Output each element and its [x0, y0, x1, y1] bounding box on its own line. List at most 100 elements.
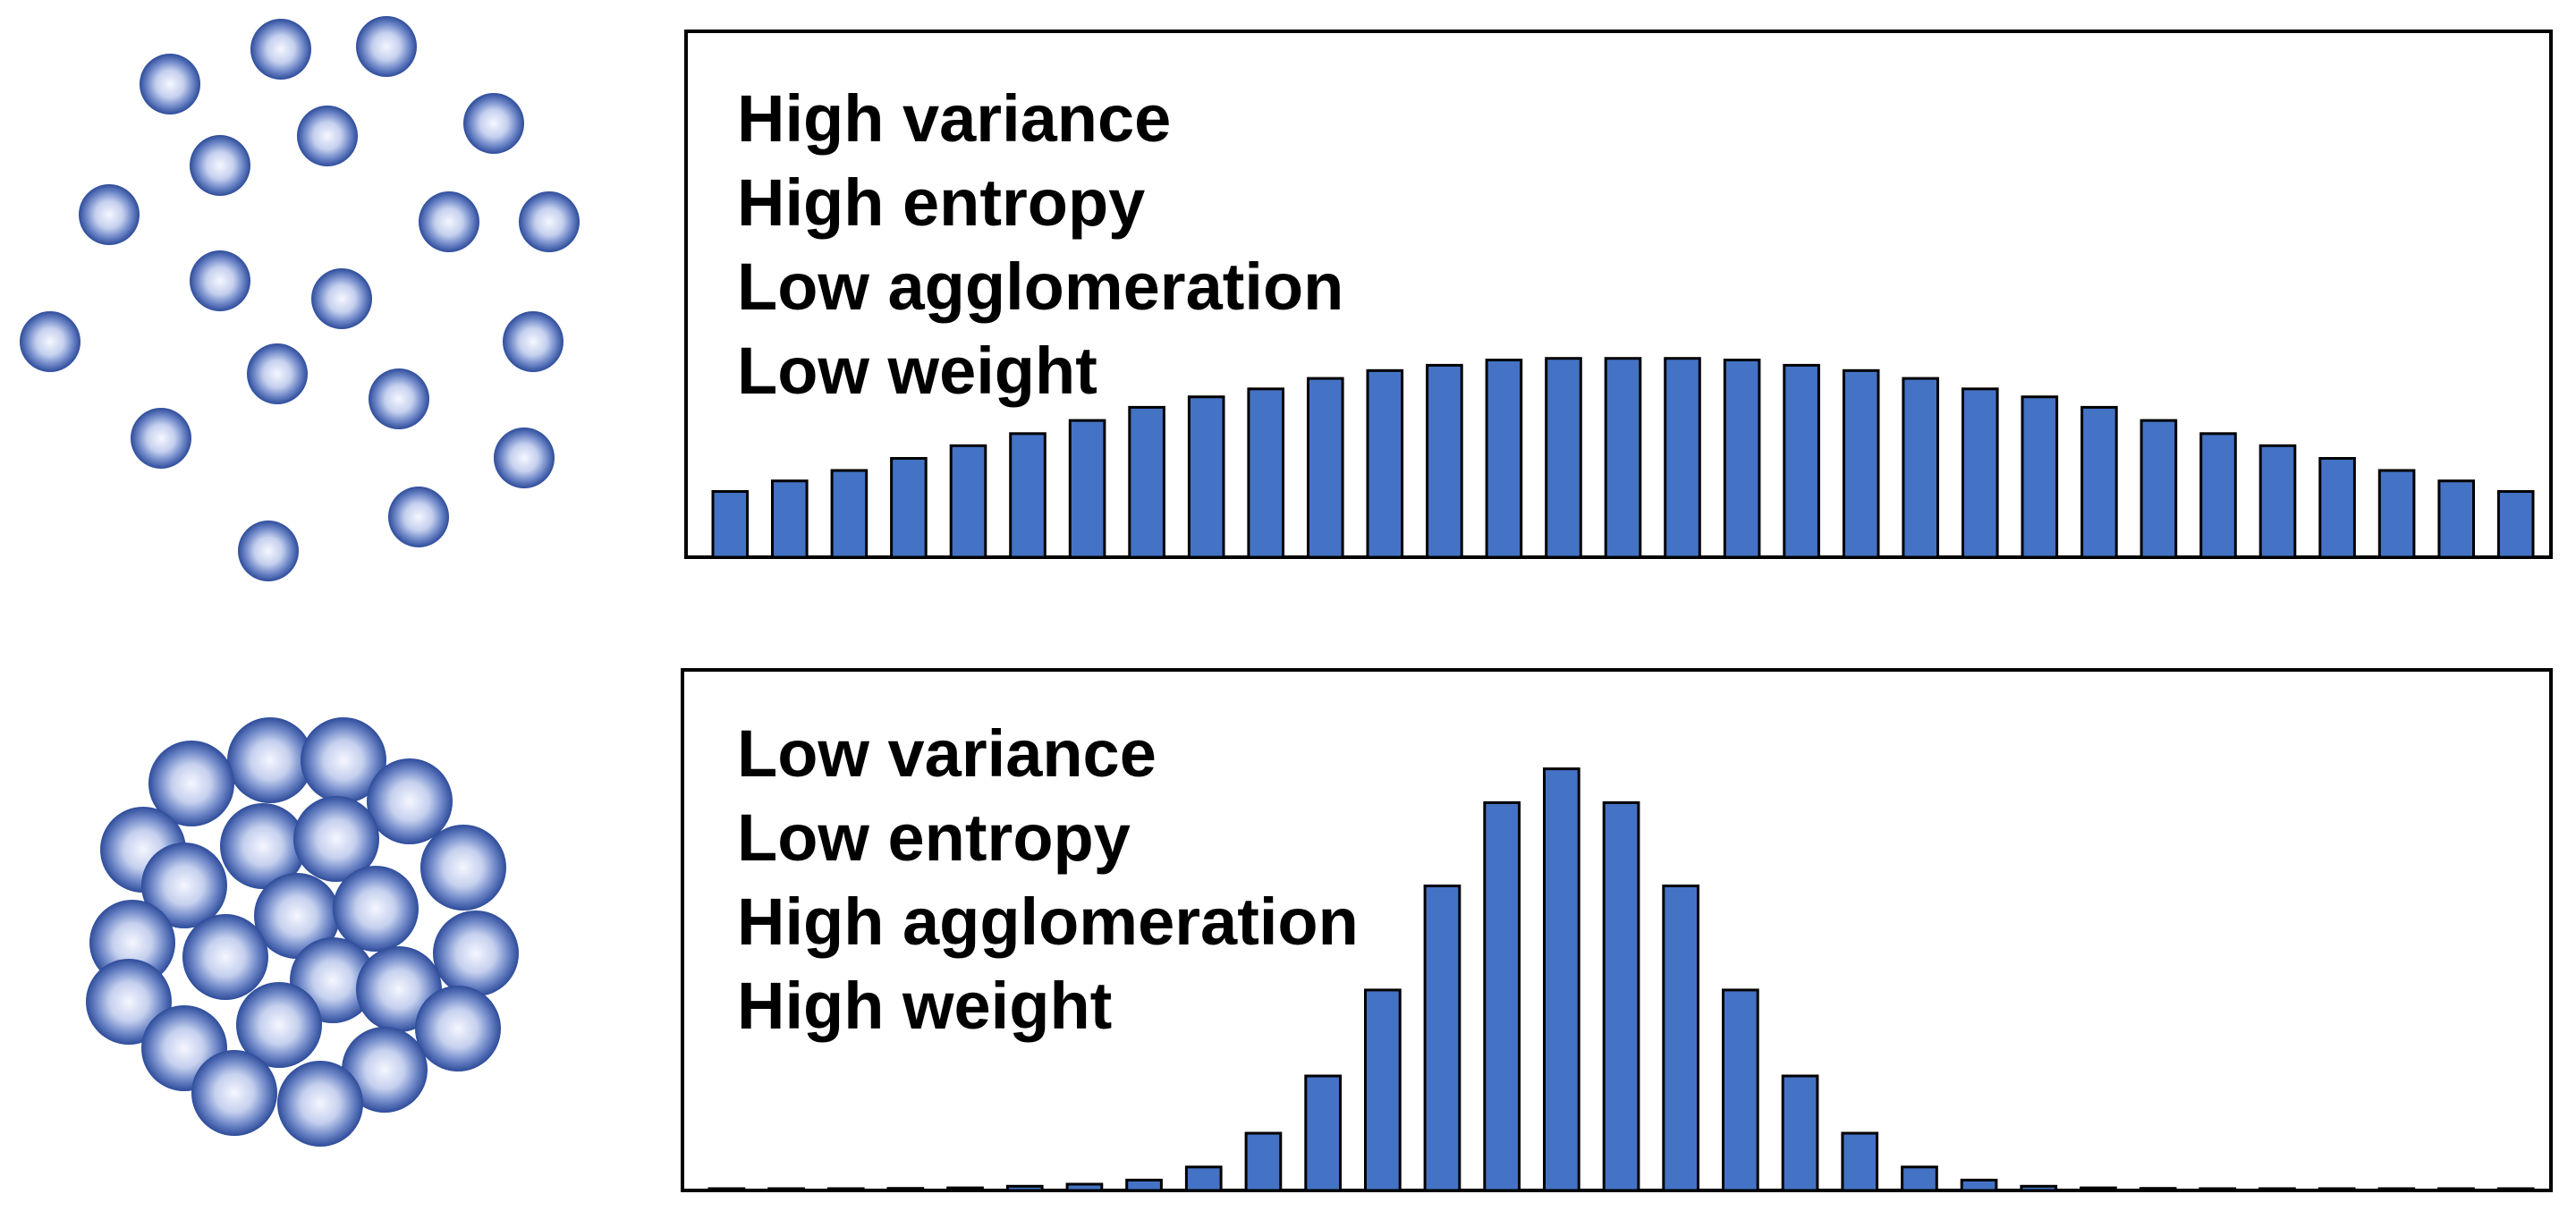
particle — [356, 16, 417, 77]
particle — [247, 343, 308, 404]
bar-19 — [1781, 1074, 1819, 1192]
particle — [333, 866, 419, 952]
bar-25 — [2140, 419, 2178, 559]
bar-16 — [1602, 800, 1640, 1192]
particle — [191, 1050, 277, 1136]
dispersed-annotation: High variance High entropy Low agglomera… — [737, 77, 1343, 413]
bar-11 — [1307, 377, 1344, 559]
bar-6 — [1009, 432, 1046, 559]
particle — [227, 717, 313, 803]
bar-2 — [767, 1187, 805, 1192]
particle — [301, 717, 386, 803]
bar-3 — [830, 469, 869, 559]
bar-1 — [708, 1187, 746, 1192]
bar-series — [711, 357, 2535, 559]
bar-9 — [1187, 395, 1225, 559]
bar-23 — [2020, 1184, 2058, 1192]
particle — [131, 408, 191, 469]
annotation-line: Low weight — [737, 334, 1097, 408]
annotation-line: High variance — [737, 81, 1172, 156]
bar-4 — [890, 457, 928, 559]
bar-17 — [1664, 357, 1701, 559]
bar-22 — [1960, 1178, 1998, 1192]
bar-13 — [1426, 363, 1463, 559]
particle — [141, 843, 227, 928]
bar-15 — [1545, 357, 1582, 559]
bar-11 — [1304, 1074, 1343, 1192]
bar-28 — [2318, 1187, 2356, 1192]
bar-7 — [1065, 1182, 1104, 1192]
particle — [463, 93, 524, 154]
bar-8 — [1128, 405, 1165, 559]
bar-17 — [1662, 885, 1700, 1192]
particle — [494, 428, 555, 488]
bar-29 — [2377, 1187, 2416, 1192]
particle — [415, 986, 501, 1071]
annotation-line: High agglomeration — [737, 885, 1359, 959]
bar-16 — [1604, 357, 1642, 559]
bar-19 — [1783, 363, 1820, 559]
bar-22 — [1962, 387, 1999, 559]
bar-18 — [1723, 359, 1761, 559]
bar-12 — [1366, 368, 1404, 559]
annotation-line: High weight — [737, 969, 1113, 1043]
particle — [420, 825, 506, 910]
agglomerated-histogram — [681, 668, 2553, 1192]
particle — [190, 250, 250, 311]
particle — [388, 487, 449, 547]
bar-26 — [2199, 1187, 2237, 1192]
particle — [250, 19, 311, 80]
particle — [220, 803, 306, 889]
bar-30 — [2437, 1187, 2475, 1192]
particle — [182, 914, 268, 1000]
bar-23 — [2021, 395, 2059, 559]
particle — [254, 873, 340, 959]
particle — [369, 368, 429, 429]
bar-7 — [1068, 419, 1106, 559]
agglomerated-annotation: Low variance Low entropy High agglomerat… — [737, 712, 1359, 1048]
bar-8 — [1125, 1178, 1163, 1192]
bar-4 — [886, 1187, 925, 1192]
bar-31 — [2496, 490, 2535, 559]
bar-2 — [771, 479, 809, 559]
bar-5 — [949, 444, 987, 559]
particle — [79, 184, 140, 245]
particle — [236, 982, 322, 1068]
bar-3 — [826, 1187, 865, 1192]
bar-28 — [2318, 457, 2356, 559]
bar-12 — [1364, 988, 1402, 1192]
particle — [311, 268, 372, 329]
bar-13 — [1423, 885, 1462, 1192]
particle — [519, 191, 580, 252]
dispersed-particle-cluster — [20, 16, 580, 581]
annotation-line: Low entropy — [737, 800, 1131, 875]
particle — [297, 106, 358, 166]
particle — [140, 54, 200, 114]
bar-24 — [2080, 1186, 2117, 1192]
particle — [367, 758, 453, 844]
bar-10 — [1244, 1131, 1283, 1192]
bar-14 — [1485, 359, 1523, 559]
bar-21 — [1902, 377, 1939, 559]
particle — [20, 311, 80, 372]
bar-20 — [1841, 1131, 1879, 1192]
particle — [190, 135, 250, 196]
bar-21 — [1901, 1165, 1938, 1192]
particle — [277, 1061, 363, 1147]
particle — [293, 796, 379, 882]
bar-series — [708, 767, 2535, 1192]
bar-6 — [1005, 1184, 1044, 1192]
particle — [238, 521, 299, 581]
annotation-line: Low agglomeration — [737, 250, 1344, 324]
annotation-line: Low variance — [737, 716, 1157, 791]
bar-10 — [1247, 387, 1285, 559]
particle — [433, 910, 519, 996]
bar-1 — [711, 490, 750, 559]
bar-9 — [1184, 1165, 1223, 1192]
particle — [503, 311, 564, 372]
bar-15 — [1543, 767, 1580, 1192]
annotation-line: High entropy — [737, 165, 1146, 240]
particle — [342, 1027, 428, 1113]
